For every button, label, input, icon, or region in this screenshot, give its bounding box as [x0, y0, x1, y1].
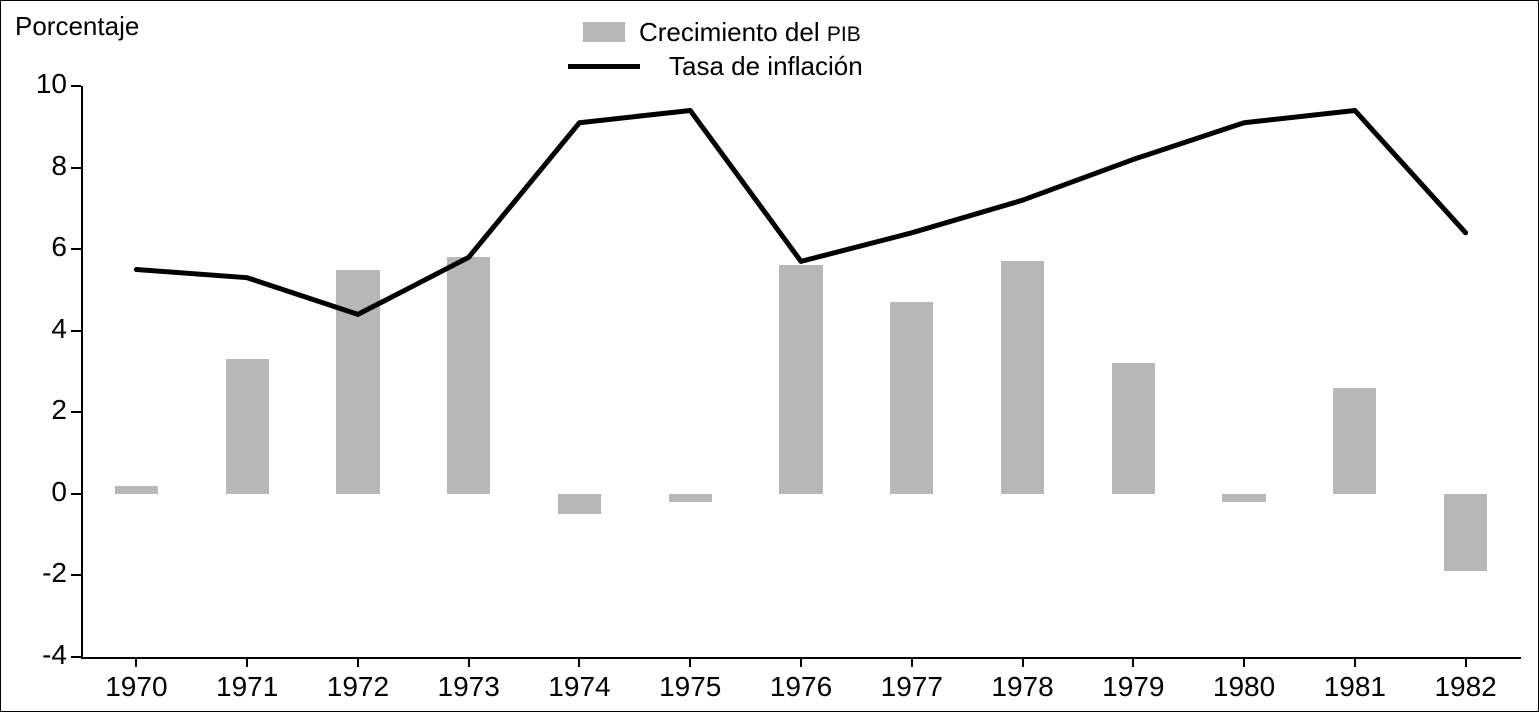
chart-container: Porcentaje Crecimiento del PIBTasa de in…	[0, 0, 1539, 712]
line-series	[1, 1, 1539, 713]
